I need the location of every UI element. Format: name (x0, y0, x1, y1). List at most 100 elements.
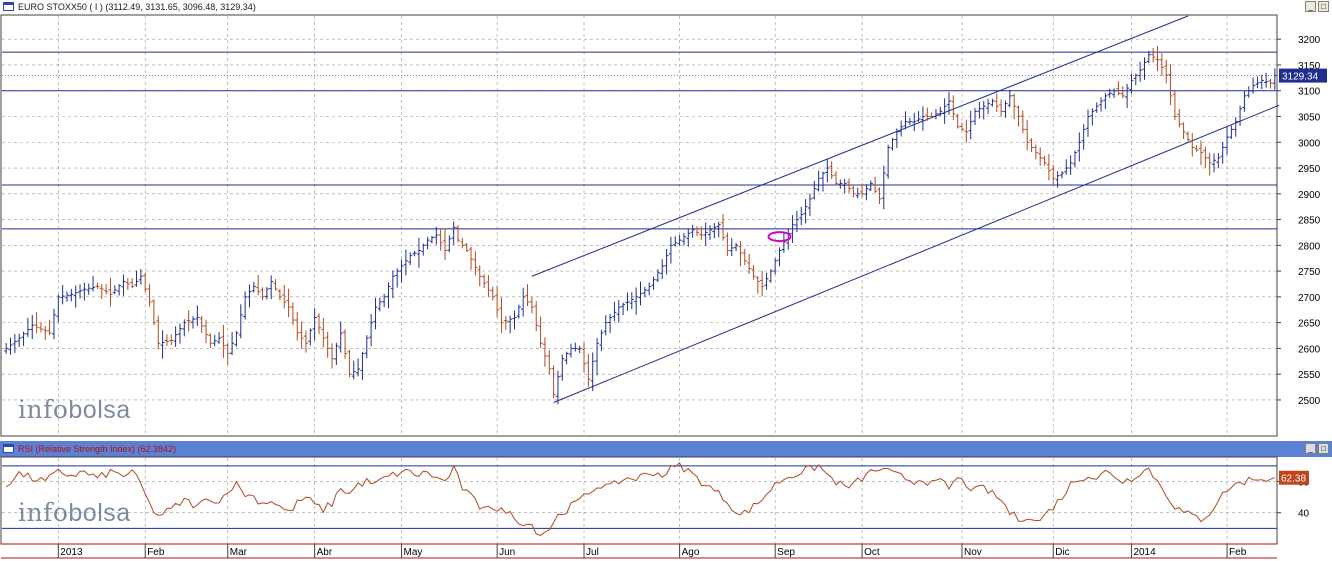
ohlc-bar (1212, 153, 1217, 173)
ohlc-bar (377, 297, 382, 312)
ohlc-bar (925, 107, 930, 121)
ohlc-bar (1129, 73, 1134, 94)
ohlc-bar (521, 287, 526, 317)
ohlc-bar (1255, 76, 1260, 88)
rsi-window-menu-icon[interactable] (3, 444, 14, 453)
ohlc-bar (86, 283, 91, 295)
ohlc-bar (447, 235, 452, 253)
ohlc-bar (1146, 50, 1151, 64)
ohlc-bar (104, 284, 109, 295)
ohlc-bar (464, 242, 469, 253)
ohlc-bar (1238, 105, 1243, 126)
ohlc-bar (1025, 120, 1030, 151)
last-price-badge (1279, 68, 1327, 83)
ohlc-bar (99, 283, 104, 299)
ohlc-bar (64, 291, 69, 302)
maximize-button[interactable]: □ (1318, 1, 1329, 12)
ohlc-bar (1059, 171, 1064, 179)
ohlc-bar (1172, 90, 1177, 121)
ohlc-bar (968, 110, 973, 140)
ohlc-bar (599, 329, 604, 352)
ohlc-bar (1029, 138, 1034, 153)
ohlc-bar (981, 100, 986, 120)
ohlc-bar (486, 275, 491, 297)
ohlc-bar (56, 294, 61, 323)
ohlc-bar (25, 317, 30, 338)
ohlc-bar (1242, 90, 1247, 112)
rsi-maximize-button[interactable]: □ (1318, 443, 1329, 454)
ohlc-bar (434, 226, 439, 245)
ohlc-bar (442, 228, 447, 260)
ohlc-bar (1207, 152, 1212, 176)
price-tick-label: 2900 (1298, 190, 1321, 201)
price-tick-label: 3150 (1298, 61, 1321, 72)
ohlc-bar (451, 221, 456, 245)
ohlc-bar (130, 278, 135, 289)
ohlc-bar (499, 297, 504, 333)
ohlc-bar (612, 301, 617, 322)
ohlc-bar (1155, 46, 1160, 72)
ohlc-bar (573, 342, 578, 352)
price-tick-label: 3050 (1298, 112, 1321, 123)
ohlc-bar (69, 288, 74, 302)
price-chart[interactable]: 2500 2550 2600 2650 2700 2750 2800 2850 2900 2950… (0, 0, 1332, 440)
ohlc-bar (1012, 93, 1017, 120)
ohlc-bar (868, 180, 873, 192)
ohlc-bar (282, 285, 287, 309)
rsi-chart[interactable]: 406062.382013FebMarAbrMayJunJulAgoSepOct… (0, 441, 1332, 561)
price-tick-label: 2600 (1298, 344, 1321, 355)
ohlc-bar (238, 304, 243, 339)
ohlc-bar (920, 106, 925, 131)
ohlc-bar (508, 315, 513, 334)
rsi-infobolsa-watermark: infobolsa (18, 498, 131, 527)
ohlc-bar (1090, 108, 1095, 126)
ohlc-bar (169, 334, 174, 346)
ohlc-bar (1046, 154, 1051, 181)
ohlc-bar (1099, 97, 1104, 112)
ohlc-bar (286, 288, 291, 318)
time-tick-label: Sep (777, 547, 795, 558)
minimize-button[interactable]: _ (1305, 1, 1316, 12)
ohlc-bar (586, 353, 591, 387)
ohlc-bar (204, 319, 209, 344)
ohlc-bar (994, 93, 999, 112)
ohlc-bar (438, 229, 443, 251)
ohlc-bar (1198, 140, 1203, 166)
ohlc-bar (143, 272, 148, 293)
ohlc-bar (78, 284, 83, 299)
ohlc-bar (1033, 144, 1038, 160)
ohlc-bar (456, 225, 461, 243)
ohlc-bar (629, 292, 634, 310)
rsi-last-value-label: 62.38 (1281, 474, 1306, 485)
ohlc-bar (269, 275, 274, 300)
rsi-panel-titlebar[interactable]: RSI (Relative Strength Index) (62.3842) … (0, 441, 1332, 457)
ohlc-bar (877, 187, 882, 205)
ohlc-bar (1020, 110, 1025, 134)
window-menu-icon[interactable] (3, 2, 14, 11)
ohlc-bar (960, 122, 965, 131)
ohlc-bar (182, 319, 187, 337)
ohlc-bar (1264, 72, 1269, 88)
ohlc-bar (647, 282, 652, 296)
ohlc-bar (382, 293, 387, 308)
ohlc-bar (860, 183, 865, 198)
ohlc-bar (299, 321, 304, 349)
ohlc-bar (1216, 153, 1221, 169)
ohlc-bar (308, 328, 313, 346)
ohlc-bar (729, 238, 734, 257)
ohlc-bar (47, 319, 52, 336)
ohlc-bar (777, 247, 782, 267)
ohlc-bar (429, 235, 434, 244)
ohlc-bar (277, 288, 282, 301)
ohlc-bar (321, 317, 326, 348)
ohlc-bar (999, 99, 1004, 117)
ohlc-bar (364, 335, 369, 359)
rsi-minimize-button[interactable]: _ (1305, 443, 1316, 454)
ohlc-bar (873, 176, 878, 194)
ohlc-bar (373, 297, 378, 330)
ohlc-bar (412, 250, 417, 257)
ohlc-bar (577, 345, 582, 354)
ohlc-bar (1042, 155, 1047, 166)
rsi-panel: RSI (Relative Strength Index) (62.3842) … (0, 441, 1332, 561)
price-panel-titlebar[interactable]: EURO STOXX50 ( I ) (3112.49, 3131.65, 30… (0, 0, 1332, 14)
